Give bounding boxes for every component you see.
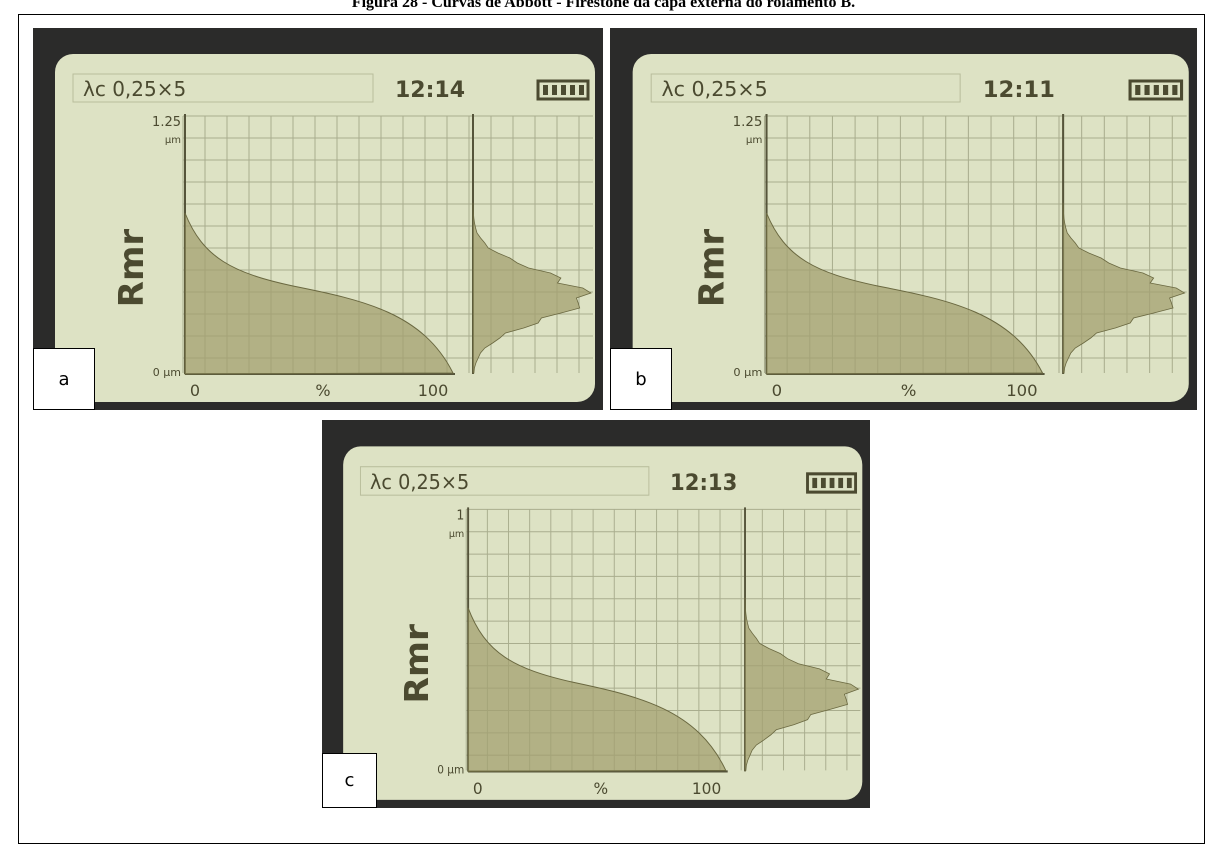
x-start-label: 0	[473, 778, 483, 798]
y-unit-label: µm	[449, 529, 464, 540]
header-box	[359, 466, 650, 496]
x-start-label: 0	[772, 381, 782, 400]
device-screen: λc 0,25×5 12:13 Rmr 1 µm 0 µm 0% 100	[322, 420, 870, 808]
y-min-label: 0 µm	[733, 366, 762, 379]
abbott-curve	[184, 212, 454, 375]
x-unit-label: %	[901, 381, 917, 400]
battery-cell	[1172, 85, 1178, 95]
filter-setting: λc 0,25×5	[661, 77, 767, 101]
battery-cell	[552, 85, 557, 95]
battery-cell	[820, 477, 826, 489]
histogram	[744, 597, 860, 771]
device-screen: λc 0,25×5 12:11 Rmr 1.25 µm 0 µm 0% 100	[610, 28, 1197, 410]
axis-label: Rmr	[692, 229, 733, 307]
battery-cell	[543, 85, 548, 95]
battery	[1128, 79, 1184, 101]
abbott-curve	[766, 212, 1044, 375]
panel: λc 0,25×5 12:13 Rmr 1 µm 0 µm 0% 100 c	[322, 420, 870, 808]
panel-label: b	[610, 348, 672, 410]
header-box	[650, 73, 961, 103]
battery-cell	[579, 85, 584, 95]
abbott-curve	[467, 607, 727, 772]
battery-cell	[1135, 85, 1141, 95]
filter-setting: λc 0,25×5	[83, 77, 186, 101]
battery-cell	[829, 477, 835, 489]
clock-time: 12:11	[983, 77, 1055, 103]
battery-cell	[812, 477, 818, 489]
battery-cell	[846, 477, 852, 489]
battery-cell	[838, 477, 844, 489]
battery-cell	[561, 85, 566, 95]
page: Figura 28 - Curvas de Abbott - Firestone…	[18, 0, 1205, 844]
device-screen: λc 0,25×5 12:14 Rmr 1.25 µm 0 µm 0% 100	[33, 28, 603, 410]
x-start-label: 0	[190, 381, 200, 400]
histogram	[1062, 202, 1186, 374]
battery	[536, 79, 590, 101]
y-unit-label: µm	[165, 135, 181, 146]
battery-cell	[570, 85, 575, 95]
y-min-label: 0 µm	[153, 366, 181, 379]
histogram	[472, 202, 592, 374]
figure-title: Figura 28 - Curvas de Abbott - Firestone…	[351, 0, 856, 11]
x-end-label: 100	[418, 381, 449, 400]
axis-label: Rmr	[112, 229, 152, 308]
axis-label: Rmr	[398, 624, 436, 704]
y-max-label: 1	[456, 508, 464, 523]
y-unit-label: µm	[746, 135, 763, 146]
y-max-label: 1.25	[152, 115, 181, 130]
panel-label: c	[322, 753, 377, 808]
battery-cell	[1144, 85, 1150, 95]
filter-setting: λc 0,25×5	[370, 471, 469, 495]
clock-time: 12:14	[395, 78, 465, 103]
battery-cell	[1163, 85, 1169, 95]
y-min-label: 0 µm	[437, 763, 464, 776]
panel: λc 0,25×5 12:14 Rmr 1.25 µm 0 µm 0% 100 a	[33, 28, 603, 410]
x-unit-label: %	[594, 778, 609, 798]
panel: λc 0,25×5 12:11 Rmr 1.25 µm 0 µm 0% 100 b	[610, 28, 1197, 410]
panel-label: a	[33, 348, 95, 410]
x-unit-label: %	[315, 381, 330, 400]
header-box	[72, 73, 374, 103]
x-end-label: 100	[1006, 381, 1037, 400]
x-end-label: 100	[692, 778, 721, 798]
battery	[806, 472, 858, 494]
battery-cell	[1153, 85, 1159, 95]
y-max-label: 1.25	[733, 115, 763, 130]
clock-time: 12:13	[670, 471, 737, 497]
